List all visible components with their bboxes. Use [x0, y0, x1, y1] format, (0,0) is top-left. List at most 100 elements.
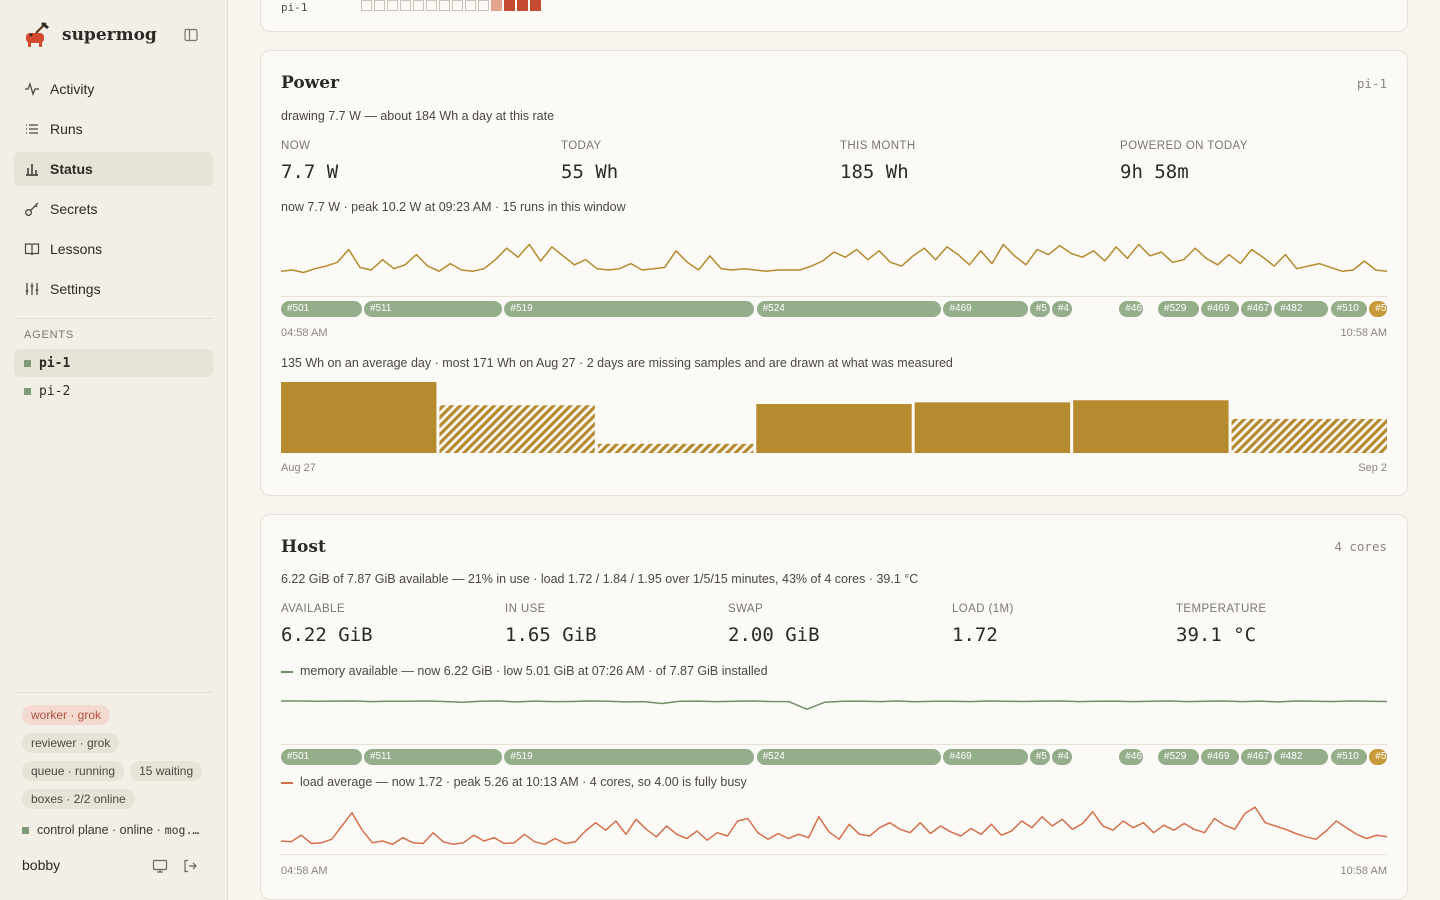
stat-label-temperature: TEMPERATURE: [1176, 603, 1267, 615]
runs-timeline: #501 #511 #519 #524 #469 #5 #4 #46 #529 #469 #467 #…: [281, 301, 1387, 317]
sidebar: supermog Activity Runs Status Secrets Le…: [0, 0, 228, 900]
run-segment[interactable]: #524: [756, 301, 942, 317]
run-segment[interactable]: #4: [1051, 301, 1072, 317]
stat-label-in-use: IN USE: [505, 603, 546, 615]
agent-status-dot: [24, 387, 31, 395]
stat-value-available: 6.22 GiB: [281, 624, 373, 646]
run-segment[interactable]: #5: [1029, 749, 1050, 765]
stat-label-month: THIS MONTH: [840, 140, 916, 152]
agents-heading: AGENTS: [24, 329, 75, 341]
status-chip-waiting: 15 waiting: [130, 761, 203, 781]
control-plane-label: control plane · online ·: [37, 823, 161, 837]
key-icon: [25, 202, 39, 216]
status-chips: worker · grok reviewer · grok queue · ru…: [22, 705, 222, 817]
power-chart-caption: now 7.7 W · peak 10.2 W at 09:23 AM · 15…: [281, 200, 626, 214]
run-segment[interactable]: #524: [756, 749, 942, 765]
daily-energy-caption: 135 Wh on an average day · most 171 Wh o…: [281, 356, 953, 370]
run-segment[interactable]: #467: [1241, 749, 1272, 765]
run-segment[interactable]: #5: [1029, 301, 1050, 317]
activity-icon: [25, 82, 39, 96]
run-segment[interactable]: #46: [1119, 749, 1143, 765]
daily-bar: [756, 404, 912, 453]
uptime-cell: [426, 0, 437, 11]
time-axis-end: 10:58 AM: [1340, 327, 1387, 339]
agent-pi-1[interactable]: pi-1: [14, 349, 213, 377]
stat-label-now: NOW: [281, 140, 311, 152]
agent-pi-2[interactable]: pi-2: [14, 377, 213, 405]
run-segment[interactable]: #510: [1330, 749, 1368, 765]
host-cores: 4 cores: [1334, 539, 1387, 554]
host-summary: 6.22 GiB of 7.87 GiB available — 21% in …: [281, 572, 919, 586]
uptime-cell: [400, 0, 411, 11]
stat-value-powered-on: 9h 58m: [1120, 161, 1189, 183]
power-title: Power: [281, 73, 340, 93]
run-segment[interactable]: #482: [1274, 301, 1329, 317]
run-segment[interactable]: #529: [1158, 749, 1199, 765]
nav-label: Status: [50, 161, 93, 177]
run-segment[interactable]: #469: [943, 749, 1028, 765]
uptime-cell: [361, 0, 372, 11]
series-line: [281, 700, 1387, 710]
nav-item-lessons[interactable]: Lessons: [14, 232, 213, 266]
nav-label: Settings: [50, 281, 101, 297]
status-chip-queue: queue · running: [22, 761, 125, 781]
run-segment[interactable]: #501: [281, 301, 362, 317]
run-segment[interactable]: #469: [1201, 749, 1239, 765]
run-segment[interactable]: #5: [1369, 749, 1387, 765]
nav-item-activity[interactable]: Activity: [14, 72, 213, 106]
stat-value-swap: 2.00 GiB: [728, 624, 820, 646]
control-plane-dot: [22, 826, 29, 834]
uptime-cell: [387, 0, 398, 11]
stat-label-available: AVAILABLE: [281, 603, 345, 615]
memory-caption: memory available — now 6.22 GiB · low 5.…: [281, 664, 768, 678]
nav-label: Activity: [50, 81, 95, 97]
status-chip-reviewer: reviewer · grok: [22, 733, 120, 753]
run-segment[interactable]: #5: [1369, 301, 1387, 317]
run-segment[interactable]: #510: [1330, 301, 1368, 317]
daily-bar: [597, 443, 754, 453]
run-segment[interactable]: #519: [504, 749, 755, 765]
nav-item-settings[interactable]: Settings: [14, 272, 213, 306]
load-caption: load average — now 1.72 · peak 5.26 at 1…: [281, 775, 747, 789]
memory-line-chart: [281, 700, 1387, 745]
nav-item-secrets[interactable]: Secrets: [14, 192, 213, 226]
run-segment[interactable]: #469: [1201, 301, 1239, 317]
host-card: Host 4 cores 6.22 GiB of 7.87 GiB availa…: [260, 514, 1408, 900]
time-axis-start: 04:58 AM: [281, 327, 328, 339]
daily-energy-bar-chart: [281, 382, 1387, 453]
stat-value-month: 185 Wh: [840, 161, 909, 183]
nav-label: Runs: [50, 121, 83, 137]
daily-bar: [1231, 418, 1387, 453]
power-card: Power pi-1 drawing 7.7 W — about 184 Wh …: [260, 50, 1408, 496]
uptime-cell: [439, 0, 450, 11]
load-legend-swatch: [281, 781, 293, 784]
run-segment[interactable]: #46: [1119, 301, 1143, 317]
nav-item-runs[interactable]: Runs: [14, 112, 213, 146]
logout-icon[interactable]: [182, 858, 198, 874]
series-line: [281, 806, 1387, 846]
nav-label: Lessons: [50, 241, 103, 257]
run-segment[interactable]: #529: [1158, 301, 1199, 317]
nav-label: Secrets: [50, 201, 98, 217]
daily-bar: [914, 402, 1071, 453]
book-icon: [24, 243, 40, 256]
run-segment[interactable]: #511: [363, 301, 503, 317]
run-segment[interactable]: #511: [363, 749, 503, 765]
run-segment[interactable]: #469: [943, 301, 1028, 317]
agent-status-dot: [24, 359, 31, 367]
run-segment[interactable]: #467: [1241, 301, 1272, 317]
stat-value-in-use: 1.65 GiB: [505, 624, 597, 646]
stat-label-load: LOAD (1M): [952, 603, 1014, 615]
status-chip-worker: worker · grok: [22, 705, 111, 725]
run-segment[interactable]: #4: [1051, 749, 1072, 765]
run-segment[interactable]: #482: [1274, 749, 1329, 765]
collapse-sidebar-icon[interactable]: [184, 28, 198, 42]
day-axis-end: Sep 2: [1358, 462, 1387, 474]
run-segment[interactable]: #519: [504, 301, 755, 317]
brand[interactable]: supermog: [22, 20, 157, 50]
nav-item-status[interactable]: Status: [14, 152, 213, 186]
monitor-icon[interactable]: [152, 858, 168, 874]
load-caption-text: load average — now 1.72 · peak 5.26 at 1…: [300, 775, 747, 789]
run-segment[interactable]: #501: [281, 749, 362, 765]
uptime-cell: [374, 0, 385, 11]
